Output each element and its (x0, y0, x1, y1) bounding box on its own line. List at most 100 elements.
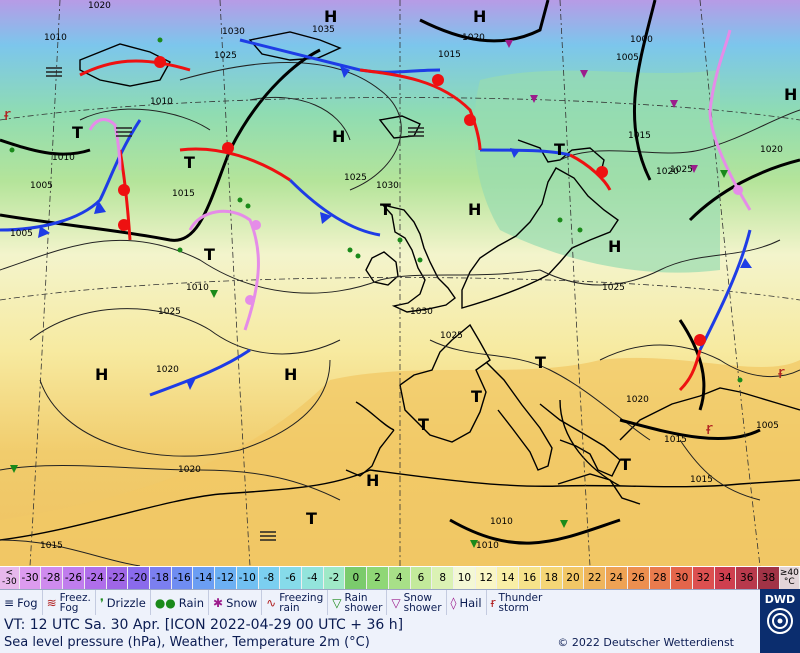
rain-dot (355, 253, 361, 259)
rain-dot (347, 247, 353, 253)
scale-cell: -2 (323, 567, 346, 589)
low-pressure-label: T (380, 200, 391, 219)
isobar-label: 1015 (664, 435, 687, 445)
legend-rain-shower: ▽ Rain shower (328, 590, 388, 616)
occlusion-3 (708, 109, 752, 211)
weather-symbols: ɍ ɍ ɍ (4, 37, 785, 548)
rain-dot (245, 203, 251, 209)
scale-cell: -8 (258, 567, 281, 589)
map-canvas: ɍ ɍ ɍ H H H H H H H H H T T T T T T T T T T 1020 1010 1035 10… (0, 0, 800, 566)
rain-shower-sym (470, 540, 478, 548)
legend-rain-shower-label: Rain shower (344, 592, 383, 614)
isobar-label: 1025 (158, 307, 181, 317)
legend-freezing-rain-label: Freezing rain (279, 592, 324, 614)
dwd-logo: DWD (760, 589, 800, 653)
front-tri (510, 148, 520, 158)
front-tri (340, 66, 350, 78)
rain-dot (237, 197, 243, 203)
isobar-label: 1010 (150, 97, 173, 107)
scale-cell: 28 (649, 567, 672, 589)
front-dome (251, 220, 261, 230)
low-pressure-label: T (306, 509, 317, 528)
rain-dot (557, 217, 563, 223)
pressure-centers: H H H H H H H H H T T T T T T T T T T (72, 7, 797, 528)
legend-thunderstorm: ɍ Thunder storm (487, 590, 547, 616)
rain-shower-icon: ▽ (332, 596, 342, 610)
legend-rain-label: Rain (178, 596, 205, 610)
scale-cell: -26 (63, 567, 85, 589)
isobar-label: 1020 (760, 145, 783, 155)
scale-cell: 36 (736, 567, 759, 589)
warm-region (0, 357, 800, 566)
occlusion-4 (708, 29, 732, 111)
low-pressure-label: T (418, 415, 429, 434)
low-pressure-label: T (184, 153, 195, 172)
rain-dot (737, 377, 743, 383)
fog-sym (116, 127, 132, 137)
cold-front-3 (149, 348, 251, 397)
chart-description: Sea level pressure (hPa), Weather, Tempe… (4, 635, 370, 650)
legend-snow: ✱ Snow (209, 590, 263, 616)
scale-cell: 34 (714, 567, 737, 589)
legend-hail: ◊ Hail (447, 590, 487, 616)
cold-front-4 (239, 38, 441, 74)
isobar-label: 1015 (40, 541, 63, 551)
front-tri (38, 226, 50, 238)
high-pressure-label: H (608, 237, 621, 256)
scale-cell: -4 (302, 567, 324, 589)
rain-shower-sym (720, 170, 728, 178)
snow-shower-sym (690, 165, 698, 173)
scale-cell: 38 (758, 567, 780, 589)
scale-cell: -16 (171, 567, 194, 589)
high-pressure-label: H (366, 471, 379, 490)
isobar-label: 1030 (376, 181, 399, 191)
isobar-label: 1020 (88, 1, 111, 11)
scale-cell: < -30 (0, 567, 20, 589)
low-pressure-label: T (620, 455, 631, 474)
isobar-label: 1005 (10, 229, 33, 239)
scale-cell: 6 (410, 567, 433, 589)
scale-cell: 26 (627, 567, 650, 589)
front-dome (118, 219, 130, 231)
swirl-icon (767, 608, 793, 634)
thunderstorm-icon: ɍ (490, 596, 496, 610)
freezing-fog-icon: ≋ (46, 596, 57, 610)
snow-shower-sym (505, 40, 513, 48)
scale-cell: 22 (584, 567, 607, 589)
front-dome (222, 142, 234, 154)
isobar-label: 1020 (156, 365, 179, 375)
isobar-label: 1015 (690, 475, 713, 485)
temperature-scale: < -30 -30 -28 -26 -24 -22 -20 -18 -16 -14 -12 -10 -8… (0, 567, 800, 589)
drizzle-icon: ❜ (99, 596, 104, 610)
isobar-label: 1010 (44, 33, 67, 43)
cold-front-6 (698, 229, 752, 351)
isobar-label: 1025 (602, 283, 625, 293)
scale-cell: -30 (19, 567, 42, 589)
scale-cell: -20 (128, 567, 150, 589)
legend-drizzle: ❜ Drizzle (96, 590, 151, 616)
dwd-logo-text: DWD (764, 593, 796, 606)
legend-hail-label: Hail (459, 596, 482, 610)
isobar-label: 1005 (30, 181, 53, 191)
hail-icon: ◊ (450, 596, 457, 610)
legend-thunderstorm-label: Thunder storm (498, 592, 543, 614)
legend-freezing-rain: ∿ Freezing rain (262, 590, 329, 616)
isobars (0, 62, 800, 566)
low-pressure-label: T (204, 245, 215, 264)
front-dome (464, 114, 476, 126)
high-pressure-label: H (468, 200, 481, 219)
scale-cell: -6 (280, 567, 302, 589)
snow-shower-sym (670, 100, 678, 108)
scale-cell: 18 (540, 567, 563, 589)
graticule (0, 0, 800, 566)
rain-icon: ●● (154, 596, 176, 610)
isobar-label: 1025 (440, 331, 463, 341)
thunderstorm-sym: ɍ (4, 105, 11, 124)
isobar-label: 1010 (490, 517, 513, 527)
scale-cell: 32 (692, 567, 715, 589)
low-pressure-label: T (535, 353, 546, 372)
legend-rain: ●● Rain (151, 590, 210, 616)
legend-snow-shower: ▽ Snow shower (387, 590, 447, 616)
isobar-label: 1030 (410, 307, 433, 317)
